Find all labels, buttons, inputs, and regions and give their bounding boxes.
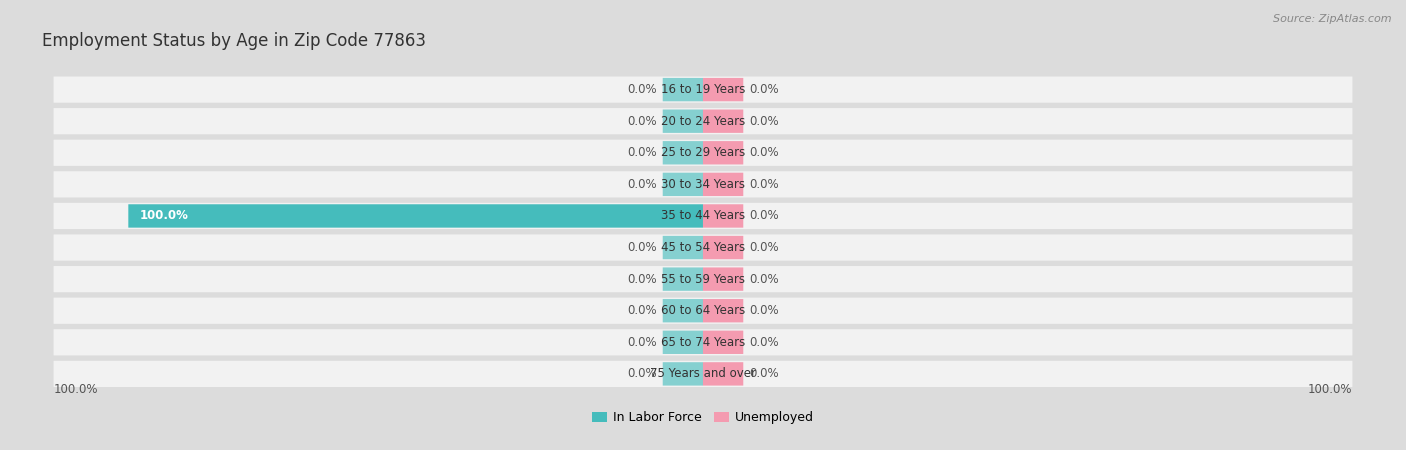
FancyBboxPatch shape xyxy=(703,299,744,322)
Text: 0.0%: 0.0% xyxy=(627,146,657,159)
FancyBboxPatch shape xyxy=(662,331,703,354)
Text: 0.0%: 0.0% xyxy=(749,336,779,349)
Text: 0.0%: 0.0% xyxy=(749,83,779,96)
Text: 65 to 74 Years: 65 to 74 Years xyxy=(661,336,745,349)
Text: 0.0%: 0.0% xyxy=(627,304,657,317)
Text: 75 Years and over: 75 Years and over xyxy=(650,367,756,380)
Text: 35 to 44 Years: 35 to 44 Years xyxy=(661,209,745,222)
FancyBboxPatch shape xyxy=(662,299,703,322)
FancyBboxPatch shape xyxy=(703,173,744,196)
Text: 25 to 29 Years: 25 to 29 Years xyxy=(661,146,745,159)
Legend: In Labor Force, Unemployed: In Labor Force, Unemployed xyxy=(586,406,820,429)
FancyBboxPatch shape xyxy=(53,140,1353,166)
Text: 0.0%: 0.0% xyxy=(749,367,779,380)
Text: 30 to 34 Years: 30 to 34 Years xyxy=(661,178,745,191)
Text: 0.0%: 0.0% xyxy=(627,273,657,286)
Text: 100.0%: 100.0% xyxy=(53,383,98,396)
Text: 0.0%: 0.0% xyxy=(627,241,657,254)
Text: 0.0%: 0.0% xyxy=(749,241,779,254)
Text: 0.0%: 0.0% xyxy=(749,146,779,159)
Text: 55 to 59 Years: 55 to 59 Years xyxy=(661,273,745,286)
Text: 0.0%: 0.0% xyxy=(627,367,657,380)
FancyBboxPatch shape xyxy=(662,109,703,133)
FancyBboxPatch shape xyxy=(703,78,744,101)
Text: 0.0%: 0.0% xyxy=(627,178,657,191)
Text: 0.0%: 0.0% xyxy=(627,336,657,349)
FancyBboxPatch shape xyxy=(53,266,1353,292)
Text: 100.0%: 100.0% xyxy=(139,209,188,222)
FancyBboxPatch shape xyxy=(703,141,744,164)
FancyBboxPatch shape xyxy=(703,109,744,133)
FancyBboxPatch shape xyxy=(53,171,1353,198)
Text: 100.0%: 100.0% xyxy=(1308,383,1353,396)
FancyBboxPatch shape xyxy=(53,108,1353,134)
Text: 16 to 19 Years: 16 to 19 Years xyxy=(661,83,745,96)
Text: 0.0%: 0.0% xyxy=(749,273,779,286)
Text: 0.0%: 0.0% xyxy=(749,115,779,128)
FancyBboxPatch shape xyxy=(53,361,1353,387)
Text: 0.0%: 0.0% xyxy=(627,115,657,128)
FancyBboxPatch shape xyxy=(53,329,1353,356)
FancyBboxPatch shape xyxy=(53,203,1353,229)
Text: 0.0%: 0.0% xyxy=(749,304,779,317)
Text: 0.0%: 0.0% xyxy=(627,83,657,96)
FancyBboxPatch shape xyxy=(662,236,703,259)
FancyBboxPatch shape xyxy=(53,297,1353,324)
Text: 20 to 24 Years: 20 to 24 Years xyxy=(661,115,745,128)
Text: 45 to 54 Years: 45 to 54 Years xyxy=(661,241,745,254)
FancyBboxPatch shape xyxy=(703,331,744,354)
FancyBboxPatch shape xyxy=(662,141,703,164)
Text: 0.0%: 0.0% xyxy=(749,178,779,191)
FancyBboxPatch shape xyxy=(53,234,1353,261)
FancyBboxPatch shape xyxy=(703,236,744,259)
FancyBboxPatch shape xyxy=(662,267,703,291)
FancyBboxPatch shape xyxy=(128,204,703,228)
Text: 60 to 64 Years: 60 to 64 Years xyxy=(661,304,745,317)
FancyBboxPatch shape xyxy=(703,362,744,386)
FancyBboxPatch shape xyxy=(703,267,744,291)
FancyBboxPatch shape xyxy=(662,173,703,196)
Text: 0.0%: 0.0% xyxy=(749,209,779,222)
FancyBboxPatch shape xyxy=(662,78,703,101)
Text: Employment Status by Age in Zip Code 77863: Employment Status by Age in Zip Code 778… xyxy=(42,32,426,50)
FancyBboxPatch shape xyxy=(662,362,703,386)
FancyBboxPatch shape xyxy=(53,76,1353,103)
FancyBboxPatch shape xyxy=(703,204,744,228)
Text: Source: ZipAtlas.com: Source: ZipAtlas.com xyxy=(1274,14,1392,23)
